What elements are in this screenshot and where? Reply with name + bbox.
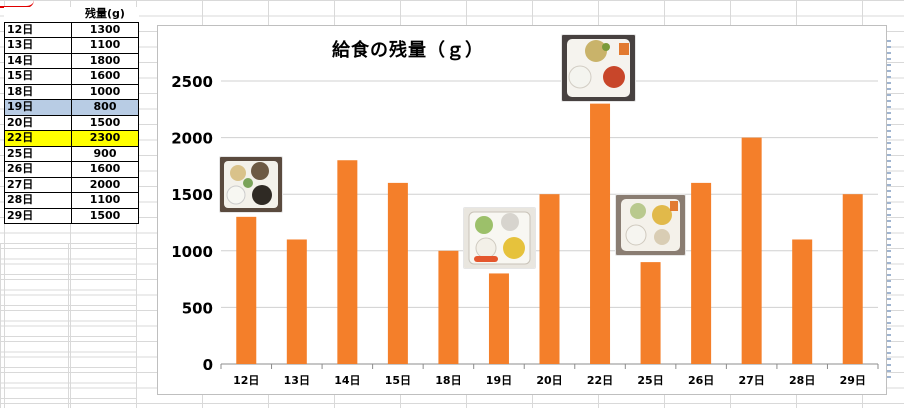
table-cell-value[interactable]: 900 — [71, 145, 139, 162]
x-tick-label: 12日 — [233, 374, 259, 387]
table-cell-value[interactable]: 800 — [71, 99, 139, 116]
selection-handle-strip — [887, 40, 891, 380]
lunch-photo-25[interactable] — [615, 194, 686, 256]
table-cell-day[interactable]: 28日 — [4, 192, 72, 209]
x-tick-label: 26日 — [688, 374, 714, 387]
x-tick-label: 20日 — [536, 374, 562, 387]
bar — [640, 262, 661, 364]
table-row: 28日 1100 — [4, 192, 139, 209]
x-tick-label: 22日 — [587, 374, 613, 387]
table-row: 12日 1300 — [4, 21, 139, 38]
table-cell-day[interactable]: 19日 — [4, 99, 72, 116]
table-cell-value[interactable]: 1500 — [71, 114, 139, 131]
bar — [741, 137, 762, 364]
x-tick-label: 18日 — [435, 374, 461, 387]
y-tick-label: 0 — [203, 356, 213, 374]
x-tick-label: 15日 — [385, 374, 411, 387]
table-cell-value[interactable]: 1300 — [71, 21, 139, 38]
table-row: 14日 1800 — [4, 52, 139, 69]
lunch-photo-19[interactable] — [463, 207, 536, 269]
table-body: 12日 1300 13日 1100 14日 1800 15日 1600 18日 1000 19日 80… — [4, 21, 139, 224]
bar — [236, 216, 257, 364]
table-header-row: 残量(g) — [4, 7, 139, 23]
table-row: 20日 1500 — [4, 114, 139, 131]
y-tick-label: 2000 — [171, 130, 213, 148]
table-cell-value[interactable]: 1800 — [71, 52, 139, 69]
bar — [539, 194, 560, 364]
table-cell-value[interactable]: 2000 — [71, 176, 139, 193]
table-cell-value[interactable]: 2300 — [71, 130, 139, 147]
x-tick-label: 28日 — [789, 374, 815, 387]
y-tick-label: 2500 — [171, 73, 213, 91]
table-row: 29日 1500 — [4, 207, 139, 224]
bar — [438, 250, 459, 364]
y-tick-label: 1000 — [171, 243, 213, 261]
table-cell-day[interactable]: 29日 — [4, 207, 72, 224]
bar-chart: 0 500 1000 1500 2000 2500 12日 13日 14日 15日 18日 19日 20… — [171, 73, 879, 387]
table-cell-value[interactable]: 1100 — [71, 192, 139, 209]
x-tick-label: 25日 — [637, 374, 663, 387]
table-row: 15日 1600 — [4, 68, 139, 85]
table-row: 26日 1600 — [4, 161, 139, 178]
bar — [792, 239, 813, 364]
table-row: 18日 1000 — [4, 83, 139, 100]
lunch-photo-12[interactable] — [219, 156, 283, 213]
bar — [286, 239, 307, 364]
table-cell-day[interactable]: 12日 — [4, 21, 72, 38]
table-row: 25日 900 — [4, 145, 139, 162]
table-cell-value[interactable]: 1500 — [71, 207, 139, 224]
spreadsheet-grid-left — [0, 243, 136, 408]
table-cell-day[interactable]: 22日 — [4, 130, 72, 147]
table-cell-day[interactable]: 26日 — [4, 161, 72, 178]
table-cell-value[interactable]: 1600 — [71, 161, 139, 178]
table-cell-day[interactable]: 15日 — [4, 68, 72, 85]
table-cell-day[interactable]: 20日 — [4, 114, 72, 131]
table-cell-value[interactable]: 1000 — [71, 83, 139, 100]
x-tick-label: 13日 — [284, 374, 310, 387]
bar — [590, 103, 611, 364]
table-cell-day[interactable]: 18日 — [4, 83, 72, 100]
table-cell-day[interactable]: 13日 — [4, 37, 72, 54]
lunch-photo-22[interactable] — [561, 34, 636, 102]
table-row: 22日 2300 — [4, 130, 139, 147]
bar — [387, 182, 408, 364]
chart-title: 給食の残量（ｇ） — [332, 40, 484, 61]
bar — [691, 182, 712, 364]
bar — [337, 160, 358, 364]
table-cell-value[interactable]: 1100 — [71, 37, 139, 54]
x-tick-label: 14日 — [334, 374, 360, 387]
bar — [842, 194, 863, 364]
x-tick-label: 19日 — [486, 374, 512, 387]
bar — [488, 273, 509, 364]
table-row: 19日 800 — [4, 99, 139, 116]
y-tick-label: 1500 — [171, 186, 213, 204]
table-cell-day[interactable]: 14日 — [4, 52, 72, 69]
data-table: 残量(g) 12日 1300 13日 1100 14日 1800 15日 1600 18日 100… — [4, 7, 139, 224]
table-header-value[interactable]: 残量(g) — [71, 7, 139, 23]
table-header-day — [4, 7, 72, 23]
table-row: 27日 2000 — [4, 176, 139, 193]
table-row: 13日 1100 — [4, 37, 139, 54]
x-tick-label: 27日 — [738, 374, 764, 387]
table-cell-day[interactable]: 27日 — [4, 176, 72, 193]
table-cell-value[interactable]: 1600 — [71, 68, 139, 85]
y-tick-label: 500 — [182, 299, 213, 317]
table-cell-day[interactable]: 25日 — [4, 145, 72, 162]
x-tick-label: 29日 — [840, 374, 866, 387]
